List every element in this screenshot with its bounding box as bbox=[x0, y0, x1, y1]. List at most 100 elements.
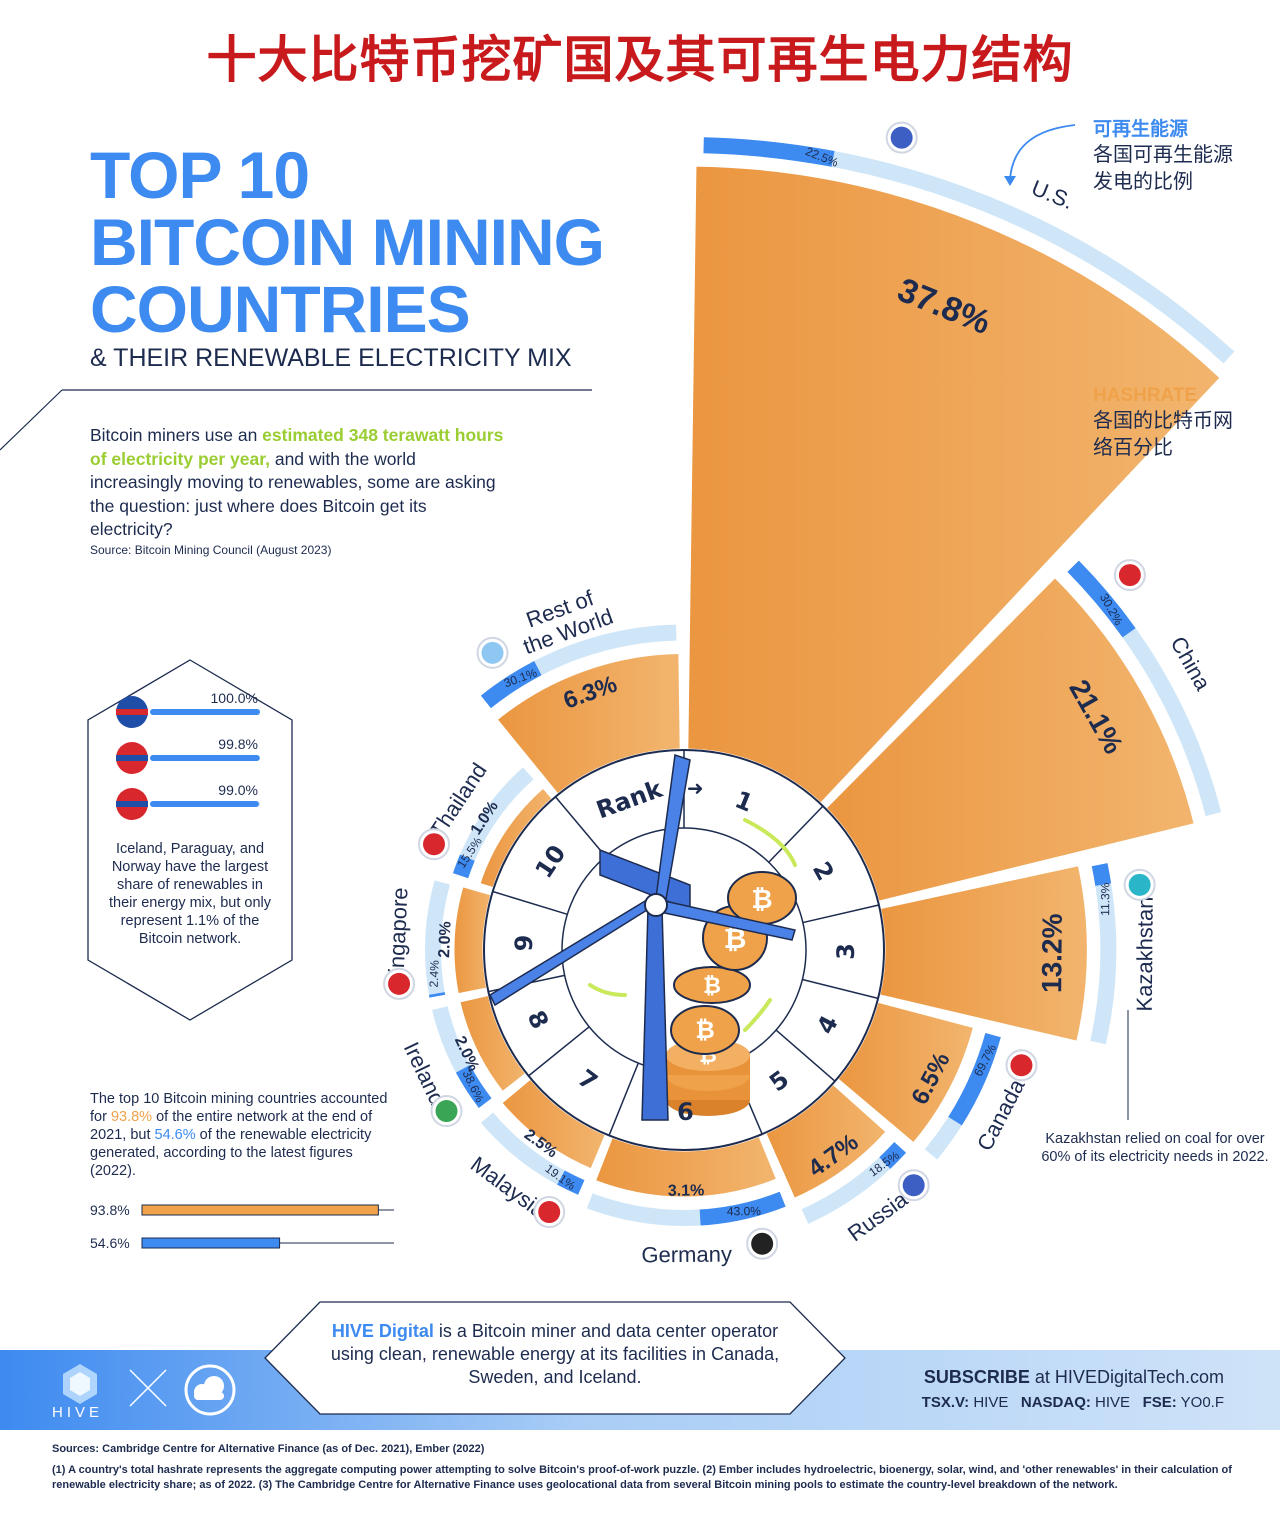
hive-logo-text: HIVE bbox=[52, 1404, 104, 1421]
tsx-key: TSX.V: bbox=[921, 1394, 970, 1411]
renewable-label-germany: 43.0% bbox=[727, 1204, 761, 1218]
country-label-china: China bbox=[1166, 632, 1216, 695]
svg-text:₿: ₿ bbox=[703, 974, 721, 999]
renewable-legend-head: 可再生能源 bbox=[1093, 119, 1189, 140]
renewable-bar-rest-of-world bbox=[480, 661, 542, 709]
hive-callout-frame bbox=[264, 1301, 846, 1415]
country-label-germany: Germany bbox=[641, 1242, 732, 1268]
tsx-value: HIVE bbox=[969, 1394, 1009, 1411]
hive-logo-icon bbox=[63, 1364, 97, 1404]
renewable-value-label: 100.0% bbox=[211, 690, 258, 706]
country-label-kazakhstan: Kazakhstan bbox=[1132, 896, 1158, 1011]
renewable-track-russia bbox=[801, 1141, 907, 1224]
hashrate-label-singapore: 2.0% bbox=[436, 921, 455, 958]
fse-value: YO0.F bbox=[1176, 1394, 1224, 1411]
iceland-bars: 100.0% 99.8% 99.0% bbox=[116, 690, 260, 820]
subscribe-url[interactable]: at HIVEDigitalTech.com bbox=[1029, 1367, 1224, 1387]
renewable-label-singapore: 2.4% bbox=[427, 959, 442, 987]
svg-text:₿: ₿ bbox=[724, 922, 747, 955]
hive-brand: HIVE Digital bbox=[331, 1321, 434, 1341]
renewable-label-u-s: 22.5% bbox=[804, 144, 841, 170]
iceland-note: Iceland, Paraguay, and Norway have the l… bbox=[109, 841, 271, 947]
renewable-value-label: 99.8% bbox=[218, 736, 258, 752]
bitcoin-coins-icon: ₿ ₿ ₿ ₿ ₿ bbox=[666, 871, 797, 1116]
rank-label-singapore: 9 bbox=[510, 934, 539, 952]
title-line-3: COUNTRIES bbox=[90, 272, 471, 346]
renewable-legend-arrow bbox=[1009, 124, 1076, 181]
renewable-label-kazakhstan: 11.3% bbox=[1098, 882, 1112, 916]
renewable-bar-canada bbox=[948, 1033, 1001, 1126]
renewable-bar-russia bbox=[879, 1141, 907, 1169]
renewable-track-kazakhstan bbox=[1090, 863, 1117, 1045]
renewable-track-rest-of-world bbox=[480, 624, 677, 709]
hashrate-label-germany: 3.1% bbox=[668, 1182, 705, 1199]
renewable-track-malaysia bbox=[480, 1112, 585, 1195]
hashrate-label-kazakhstan: 13.2% bbox=[1036, 913, 1068, 993]
renewable-legend: 可再生能源 各国可再生能源 发电的比例 bbox=[1093, 114, 1273, 195]
source-note: Source: Bitcoin Mining Council (August 2… bbox=[90, 543, 332, 557]
subscribe-head: SUBSCRIBE bbox=[923, 1367, 1030, 1387]
rank-arrow-icon: ➜ bbox=[687, 776, 704, 800]
rank-label-germany: 6 bbox=[677, 1098, 694, 1126]
nasdaq-key: NASDAQ: bbox=[1020, 1394, 1091, 1411]
wind-turbine-illustration: ₿ ₿ ₿ ₿ ₿ bbox=[489, 754, 797, 1121]
country-label-u-s: U.S. bbox=[1028, 175, 1077, 214]
top10-bars: 93.8% 54.6% bbox=[90, 1202, 394, 1251]
renewable-bar-u-s bbox=[703, 137, 835, 167]
nasdaq-value: HIVE bbox=[1090, 1394, 1131, 1411]
renewable-bar bbox=[150, 755, 260, 761]
renewable-bar-thailand bbox=[452, 854, 475, 879]
top10-text-b: of the entire network at the end of 2021… bbox=[90, 1109, 373, 1143]
top10-note: The top 10 Bitcoin mining countries acco… bbox=[90, 1090, 390, 1180]
kazakhstan-note: Kazakhstan relied on coal for over 60% o… bbox=[1041, 1131, 1269, 1165]
renewable-bar-ireland bbox=[455, 1065, 492, 1108]
renewable-label-canada: 69.7% bbox=[971, 1042, 999, 1079]
main-title: TOP 10 BITCOIN MINING COUNTRIES bbox=[90, 142, 690, 343]
footer-sources: Sources: Cambridge Centre for Alternativ… bbox=[52, 1443, 485, 1455]
iceland-flag-icon bbox=[116, 696, 148, 728]
renewable-bar-germany bbox=[699, 1191, 786, 1226]
intro-text-a: Bitcoin miners use an bbox=[90, 425, 263, 445]
svg-text:₿: ₿ bbox=[751, 885, 772, 915]
hashrate-legend-desc-1: 各国的比特币网 bbox=[1093, 408, 1233, 432]
renewable-bar bbox=[150, 709, 260, 715]
renewable-total-bar bbox=[141, 1237, 281, 1249]
subscribe-block: SUBSCRIBE at HIVEDigitalTech.com TSX.V: … bbox=[922, 1367, 1224, 1411]
cross-icon bbox=[129, 1369, 167, 1407]
hive-callout: HIVE Digital is a Bitcoin miner and data… bbox=[330, 1320, 780, 1389]
fse-key: FSE: bbox=[1142, 1394, 1177, 1411]
top10-renew-value: 54.6% bbox=[154, 1127, 196, 1143]
renewable-bar-malaysia bbox=[557, 1170, 585, 1195]
renewable-legend-desc-2: 发电的比例 bbox=[1093, 169, 1193, 193]
hashrate-legend: HASHRATE 各国的比特币网 络百分比 bbox=[1093, 385, 1273, 461]
hashrate-legend-desc-2: 络百分比 bbox=[1093, 435, 1173, 459]
renewable-track-thailand bbox=[452, 767, 534, 879]
renewable-value-label: 99.0% bbox=[218, 782, 258, 798]
renewable-bar bbox=[150, 801, 259, 807]
top10-text-c: of the renewable electricity generated, … bbox=[90, 1127, 372, 1179]
footer: Sources: Cambridge Centre for Alternativ… bbox=[52, 1442, 1252, 1493]
title-line-1: TOP 10 bbox=[90, 138, 310, 212]
hive-text: is a Bitcoin miner and data center opera… bbox=[330, 1321, 780, 1387]
cloud-logo-icon bbox=[184, 1364, 236, 1416]
renewable-bar-kazakhstan bbox=[1091, 863, 1112, 886]
renewable-bar-china bbox=[1067, 560, 1136, 638]
top10-hash-value: 93.8% bbox=[110, 1109, 153, 1125]
renewable-legend-desc-1: 各国可再生能源 bbox=[1093, 142, 1233, 166]
renewable-track-singapore bbox=[425, 880, 450, 998]
intro-text: Bitcoin miners use an estimated 348 tera… bbox=[90, 424, 510, 542]
rank-label-kazakhstan: 3 bbox=[832, 943, 860, 960]
subtitle: & THEIR RENEWABLE ELECTRICITY MIX bbox=[90, 344, 572, 372]
top10-text-a: The top 10 Bitcoin mining countries acco… bbox=[90, 1091, 388, 1125]
footer-notes: (1) A country's total hashrate represent… bbox=[52, 1464, 1232, 1491]
renewable-total-label: 54.6% bbox=[90, 1235, 130, 1251]
title-line-2: BITCOIN MINING bbox=[90, 205, 605, 279]
intro-text-b: and with the world increasingly moving t… bbox=[90, 448, 496, 540]
paraguay-flag-icon bbox=[116, 742, 148, 774]
svg-text:₿: ₿ bbox=[695, 1016, 715, 1044]
hashrate-total-label: 93.8% bbox=[90, 1202, 130, 1218]
hashrate-total-bar bbox=[141, 1204, 379, 1216]
norway-flag-icon bbox=[116, 788, 148, 820]
renewable-bar-singapore bbox=[428, 992, 446, 998]
